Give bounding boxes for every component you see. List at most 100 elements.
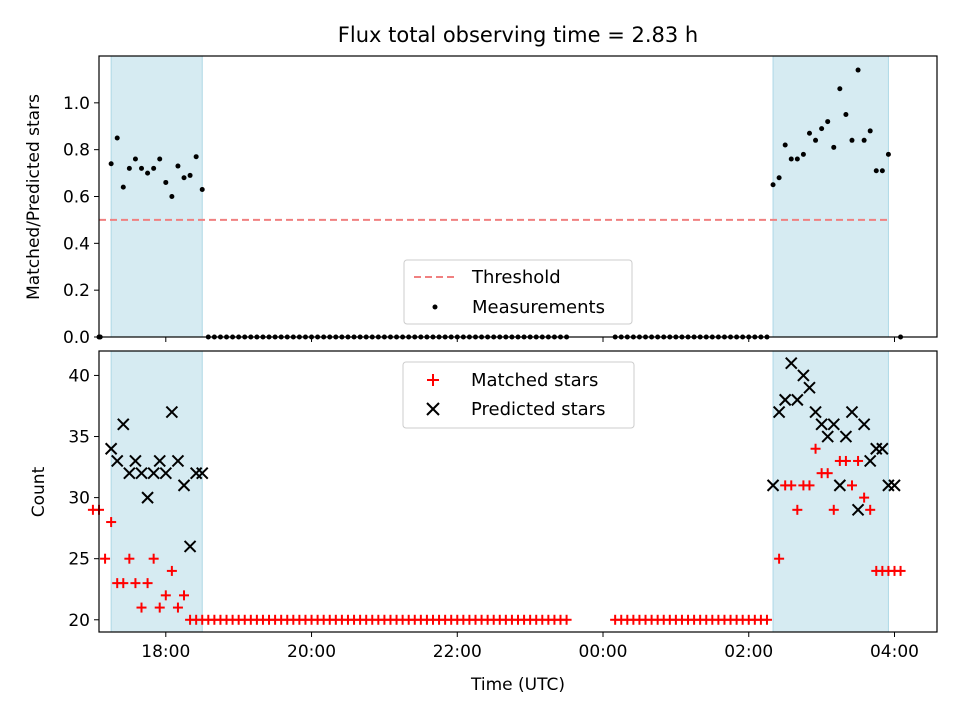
predicted-stars-point (772, 405, 786, 419)
shaded-span-0 (110, 350, 203, 633)
predicted-stars-point (153, 454, 166, 468)
matched-legend-swatch (427, 374, 439, 386)
measurement-point (794, 156, 800, 162)
x-tick-label: 02:00 (724, 642, 773, 662)
predicted-legend-swatch (426, 402, 440, 416)
measurement-point (175, 163, 181, 169)
predicted-stars-point (845, 405, 859, 419)
x-tick-label: 00:00 (579, 642, 628, 662)
measurement-point (145, 170, 151, 176)
measurement-point (139, 165, 145, 171)
measurement-point (776, 175, 782, 181)
bottom-points (87, 357, 906, 625)
measurement-point (120, 184, 126, 190)
matched-stars-point (822, 468, 833, 479)
predicted-stars-point (888, 479, 901, 492)
top-panel: 0.0 0.2 0.4 0.6 0.8 1.0 Matched/Predicted sta… (24, 55, 938, 348)
top-y-axis-label: Matched/Predicted stars (24, 94, 44, 300)
predicted-legend-label: Predicted stars (471, 399, 605, 420)
measurement-point (861, 137, 867, 143)
bottom-panel: 20 25 30 35 40 18:00 20:00 22:00 00:00 02:00 04:0… (29, 350, 938, 695)
predicted-stars-point (183, 540, 197, 553)
predicted-stars-point (135, 466, 148, 480)
measurement-point (843, 112, 849, 118)
matched-stars-point (154, 602, 165, 613)
bottom-legend: Matched stars Predicted stars (402, 361, 635, 429)
shaded-span-1 (772, 350, 889, 633)
x-tick-label: 20:00 (287, 642, 336, 662)
top-legend-box (403, 259, 633, 325)
bottom-x-ticks: 18:00 20:00 22:00 00:00 02:00 04:00 (141, 632, 919, 662)
measurement-point (132, 156, 138, 162)
matched-stars-point (124, 553, 135, 564)
measurement-point (114, 135, 120, 141)
bottom-plot-frame (98, 350, 938, 633)
measurement-point (187, 172, 193, 178)
predicted-stars-point (857, 418, 871, 431)
y-tick-label: 0.0 (63, 328, 90, 348)
matched-stars-point (853, 455, 864, 466)
measurement-point (108, 161, 114, 167)
measurement-point (813, 137, 819, 143)
measurement-point (126, 165, 132, 171)
measurement-point (879, 168, 885, 174)
matched-stars-point (118, 578, 129, 589)
measurement-point (873, 168, 879, 174)
bottom-y-axis-label: Count (29, 466, 49, 517)
predicted-stars-point (791, 393, 804, 407)
predicted-stars-point (815, 418, 828, 431)
measurement-point (782, 142, 788, 148)
predicted-stars-point (165, 405, 179, 419)
predicted-stars-point (833, 479, 847, 492)
predicted-stars-point (876, 442, 889, 455)
measurement-point (837, 86, 843, 92)
measurements-legend-swatch (432, 304, 438, 310)
predicted-stars-point (177, 479, 191, 492)
predicted-stars-point (839, 430, 853, 443)
y-tick-label: 0.6 (63, 188, 90, 208)
y-tick-label: 25 (68, 550, 90, 570)
measurement-point (770, 182, 776, 188)
predicted-stars-point (785, 357, 798, 370)
y-tick-label: 40 (68, 366, 90, 386)
measurement-point (885, 151, 891, 157)
threshold-legend-label: Threshold (471, 267, 561, 288)
y-tick-label: 0.2 (63, 281, 90, 301)
top-legend: Threshold Measurements (403, 259, 633, 325)
predicted-stars-point (778, 393, 792, 407)
predicted-stars-point (104, 442, 118, 455)
predicted-stars-point (129, 454, 142, 468)
matched-stars-point (172, 602, 183, 613)
x-tick-label: 22:00 (433, 642, 482, 662)
measurement-point (199, 186, 205, 192)
predicted-stars-point (803, 381, 816, 394)
measurement-point (825, 119, 831, 125)
measurement-point (193, 154, 199, 160)
top-y-ticks: 0.0 0.2 0.4 0.6 0.8 1.0 (63, 94, 99, 348)
matched-stars-point (160, 590, 171, 601)
predicted-stars-point (171, 454, 185, 468)
predicted-stars-point (159, 466, 173, 480)
chart-title: Flux total observing time = 2.83 h (338, 23, 698, 47)
measurement-point (788, 156, 794, 162)
measurement-point (157, 156, 163, 162)
predicted-stars-point (147, 466, 160, 480)
predicted-stars-point (111, 454, 124, 468)
predicted-stars-point (117, 418, 130, 431)
matched-stars-point (148, 553, 159, 564)
measurements-legend-label: Measurements (472, 297, 605, 318)
matched-stars-point (106, 517, 117, 528)
matched-stars-point (166, 565, 177, 576)
y-tick-label: 20 (68, 611, 90, 631)
measurement-point (849, 137, 855, 143)
matched-legend-label: Matched stars (471, 370, 598, 391)
x-tick-label: 04:00 (870, 642, 919, 662)
matched-stars-point (142, 578, 153, 589)
measurement-point (151, 165, 157, 171)
shaded-span-0 (110, 55, 203, 338)
matched-stars-point (846, 480, 857, 491)
matched-stars-point (792, 504, 803, 515)
y-tick-label: 0.4 (63, 234, 90, 254)
matched-stars-point (561, 614, 572, 625)
